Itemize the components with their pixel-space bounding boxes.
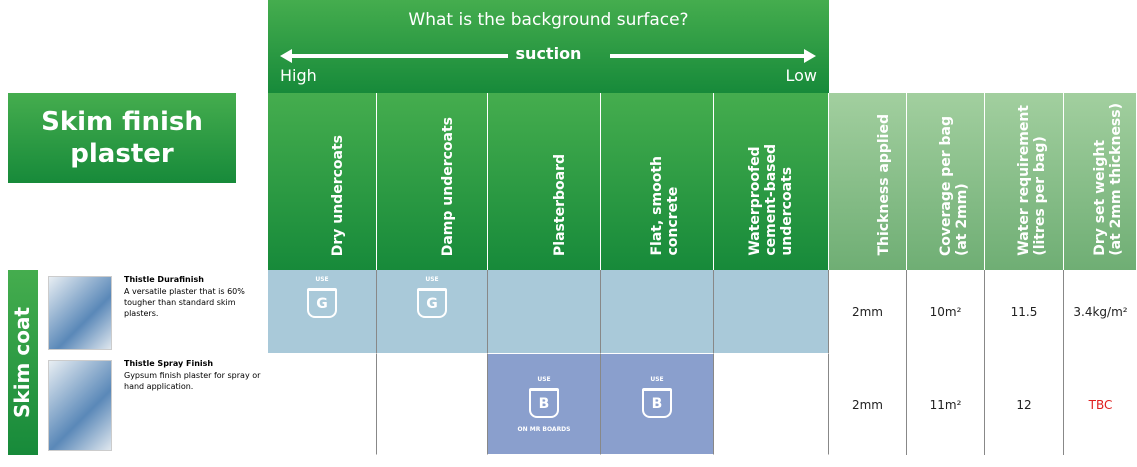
column-header: Plasterboard bbox=[488, 93, 601, 270]
bucket: G bbox=[417, 288, 447, 318]
column-header: Coverage per bag (at 2mm) bbox=[907, 93, 985, 270]
surface-cell bbox=[714, 354, 829, 455]
product-image bbox=[48, 360, 112, 451]
column-header: Dry undercoats bbox=[268, 93, 377, 270]
bucket: G bbox=[307, 288, 337, 318]
section-label: Skim coat bbox=[10, 307, 34, 419]
column-label-line: Plasterboard bbox=[552, 154, 568, 256]
surface-cell bbox=[268, 354, 377, 455]
column-label-line: Flat, smooth bbox=[649, 156, 665, 256]
product-name: Thistle Durafinish bbox=[124, 275, 204, 284]
use-label: USE bbox=[315, 276, 329, 283]
value-cell: 10m² bbox=[907, 270, 985, 354]
value-cell: 2mm bbox=[829, 354, 907, 455]
column-label-line: Coverage per bag bbox=[937, 115, 954, 256]
surface-cell bbox=[377, 354, 488, 455]
arrow bbox=[280, 49, 816, 63]
column-label: Plasterboard bbox=[520, 154, 568, 256]
column-label-line: Thickness applied bbox=[875, 114, 892, 256]
column-header: Flat, smooth concrete bbox=[601, 93, 714, 270]
note: ON MR BOARDS bbox=[517, 426, 571, 433]
column-label-line: Waterproofed bbox=[747, 146, 763, 256]
use-label: USE bbox=[650, 376, 664, 383]
column-label: Flat, smooth concrete bbox=[633, 156, 681, 256]
surface-banner: What is the background surface? suction … bbox=[268, 0, 829, 93]
column-label-line: cement-based bbox=[763, 144, 779, 256]
column-label-line: (litres per bag) bbox=[1032, 136, 1048, 256]
surface-cell bbox=[601, 270, 714, 354]
suction: suction bbox=[515, 44, 582, 63]
question: What is the background surface? bbox=[408, 10, 689, 30]
column-label-line: concrete bbox=[665, 187, 681, 256]
surface-cell: USE B ON MR BOARDS bbox=[488, 354, 601, 455]
surface-cell: USE G bbox=[268, 270, 377, 354]
value-cell: 11m² bbox=[907, 354, 985, 455]
surface-cell bbox=[714, 270, 829, 354]
low-label: Low bbox=[785, 66, 817, 85]
column-header: Waterproofed cement-based undercoats bbox=[714, 93, 829, 270]
column-label: Dry set weight (at 2mm thickness) bbox=[1076, 103, 1124, 256]
product-name: Thistle Spray Finish bbox=[124, 359, 214, 368]
section-band: Skim coat bbox=[8, 270, 38, 455]
column-label-line: (at 2mm) bbox=[953, 183, 970, 256]
bucket: B bbox=[529, 388, 559, 418]
column-label-line: Water requirement bbox=[1016, 105, 1032, 256]
column-label-line: undercoats bbox=[779, 167, 795, 256]
column-label-line: Dry set weight bbox=[1092, 140, 1108, 256]
surface-cell: USE B bbox=[601, 354, 714, 455]
title: Skim finish plaster bbox=[8, 93, 236, 183]
column-header: Dry set weight (at 2mm thickness) bbox=[1064, 93, 1137, 270]
value-cell: TBC bbox=[1088, 397, 1113, 412]
surface-cell bbox=[488, 270, 601, 354]
product-description: A versatile plaster that is 60% tougher … bbox=[124, 287, 245, 318]
column-label: Waterproofed cement-based undercoats bbox=[747, 144, 795, 256]
column-label-line: Dry undercoats bbox=[330, 134, 346, 256]
column-header: Thickness applied bbox=[829, 93, 907, 270]
column-label-line: Damp undercoats bbox=[440, 116, 456, 256]
product-description: Gypsum finish plaster for spray or hand … bbox=[124, 371, 261, 391]
column-label-line: (at 2mm thickness) bbox=[1108, 103, 1124, 256]
use-label: USE bbox=[425, 276, 439, 283]
value-cell: 3.4kg/m² bbox=[1073, 305, 1128, 319]
surface-cell: USE G bbox=[377, 270, 488, 354]
column-label: Water requirement (litres per bag) bbox=[1000, 105, 1048, 256]
value-cell: 11.5 bbox=[985, 270, 1064, 354]
high-label: High bbox=[280, 66, 317, 85]
product-image bbox=[48, 276, 112, 350]
use-label: USE bbox=[537, 376, 551, 383]
value-cell: 2mm bbox=[829, 270, 907, 354]
column-label: Dry undercoats bbox=[298, 135, 346, 256]
column-label: Coverage per bag (at 2mm) bbox=[922, 116, 970, 256]
column-label: Thickness applied bbox=[844, 114, 892, 256]
column-header: Damp undercoats bbox=[377, 93, 488, 270]
column-header: Water requirement (litres per bag) bbox=[985, 93, 1064, 270]
column-label: Damp undercoats bbox=[408, 117, 456, 256]
value-cell: 12 bbox=[985, 354, 1064, 455]
bucket: B bbox=[642, 388, 672, 418]
